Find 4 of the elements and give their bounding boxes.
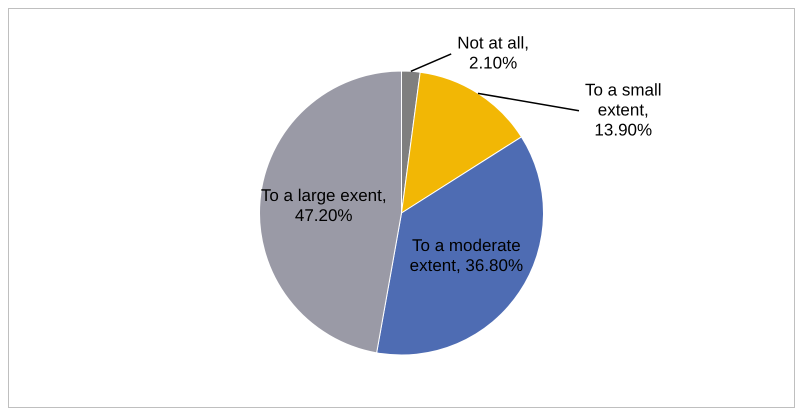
slice-label: To a large exent, 47.20% — [260, 186, 387, 225]
slice-label: Not at all, 2.10% — [457, 34, 530, 73]
slice-label: To a small extent, 13.90% — [585, 80, 662, 140]
slice-label: To a moderate extent, 36.80% — [410, 236, 524, 276]
